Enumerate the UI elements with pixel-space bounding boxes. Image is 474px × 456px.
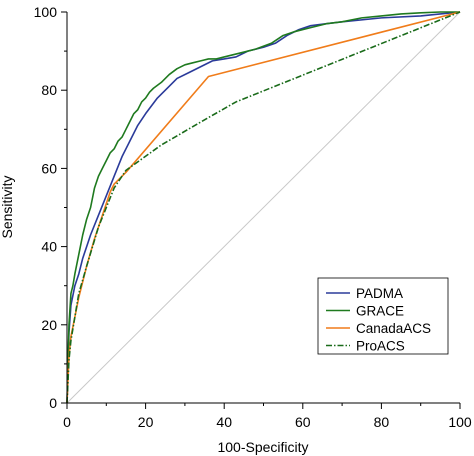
- legend: PADMA GRACE CanadaACS ProACS: [317, 277, 449, 355]
- x-tick-label: 60: [295, 414, 311, 430]
- x-tick-label: 80: [374, 414, 390, 430]
- y-tick-label: 80: [41, 82, 57, 98]
- legend-box: [317, 277, 449, 355]
- series-line-grace: [66, 11, 460, 404]
- x-tick-label: 20: [138, 414, 154, 430]
- y-tick-label: 60: [41, 160, 57, 176]
- legend-label-proacs: ProACS: [356, 339, 405, 354]
- x-ticks: 0 20 40 60 80 100: [63, 403, 472, 430]
- y-tick-label: 0: [49, 395, 57, 411]
- y-tick-label: 40: [41, 239, 57, 255]
- x-tick-label: 0: [63, 414, 71, 430]
- series-line-proacs: [66, 11, 461, 404]
- x-tick-label: 100: [448, 414, 472, 430]
- plot-area: 0 20 40 60 80 100 0 20 40 60 80 100: [34, 4, 472, 430]
- y-ticks: 0 20 40 60 80 100: [34, 4, 67, 411]
- y-tick-label: 20: [41, 317, 57, 333]
- legend-label-canadaacs: CanadaACS: [356, 321, 431, 336]
- y-axis-title: Sensitivity: [0, 175, 15, 238]
- legend-label-padma: PADMA: [356, 286, 403, 301]
- series-line-padma: [66, 11, 461, 404]
- y-tick-label: 100: [34, 4, 58, 20]
- series-lines: [66, 11, 461, 404]
- reference-diagonal: [66, 11, 461, 404]
- legend-label-grace: GRACE: [356, 304, 404, 319]
- x-axis-title: 100-Specificity: [217, 439, 308, 455]
- x-tick-label: 40: [216, 414, 232, 430]
